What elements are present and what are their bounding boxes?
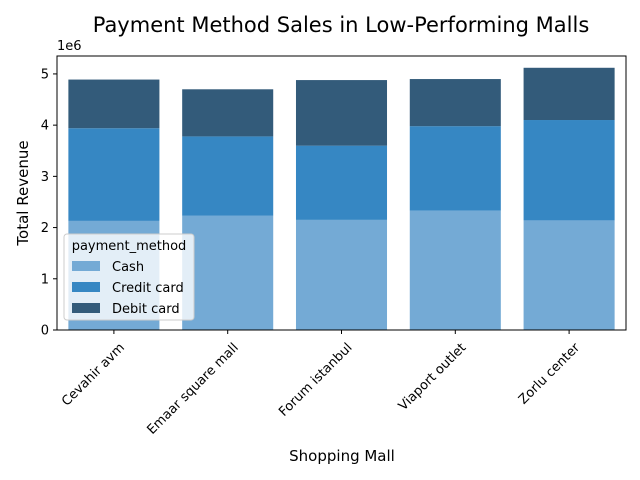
bar-cash-3: [409, 210, 501, 330]
bar-cash-2: [295, 219, 388, 330]
legend-label-0: Cash: [112, 260, 144, 275]
bar-credit-card-2: [295, 145, 388, 220]
bar-debit-card-0: [68, 79, 160, 129]
bar-cash-4: [523, 220, 615, 330]
y-axis-label: Total Revenue: [14, 140, 32, 246]
bar-debit-card-1: [182, 89, 274, 137]
bar-credit-card-1: [182, 136, 274, 216]
y-tick-label-0: 0: [41, 324, 49, 339]
bar-cash-1: [182, 215, 274, 330]
x-axis-label: Shopping Mall: [289, 447, 395, 465]
y-tick-label-5: 5: [41, 67, 49, 82]
legend: payment_method Cash Credit card Debit card: [63, 233, 195, 321]
bar-debit-card-2: [295, 80, 388, 146]
y-tick-label-2: 2: [41, 221, 49, 236]
bar-credit-card-0: [68, 128, 160, 221]
bar-debit-card-3: [409, 79, 501, 127]
legend-title: payment_method: [72, 239, 187, 254]
legend-box: [63, 233, 195, 321]
legend-swatch-1: [72, 282, 100, 292]
y-tick-label-4: 4: [41, 119, 49, 134]
legend-swatch-2: [72, 303, 100, 313]
legend-label-1: Credit card: [112, 281, 184, 296]
legend-items: Cash Credit card Debit card: [72, 260, 184, 317]
bar-debit-card-4: [523, 67, 615, 121]
y-offset-label: 1e6: [57, 39, 82, 54]
y-tick-label-1: 1: [41, 272, 49, 287]
y-axis: 0 1 2 3 4 5: [41, 67, 57, 339]
legend-swatch-0: [72, 261, 100, 271]
bar-credit-card-3: [409, 126, 501, 211]
chart-title: Payment Method Sales in Low-Performing M…: [93, 13, 590, 37]
legend-label-2: Debit card: [112, 302, 180, 317]
y-tick-label-3: 3: [41, 170, 49, 185]
bar-credit-card-4: [523, 120, 615, 221]
